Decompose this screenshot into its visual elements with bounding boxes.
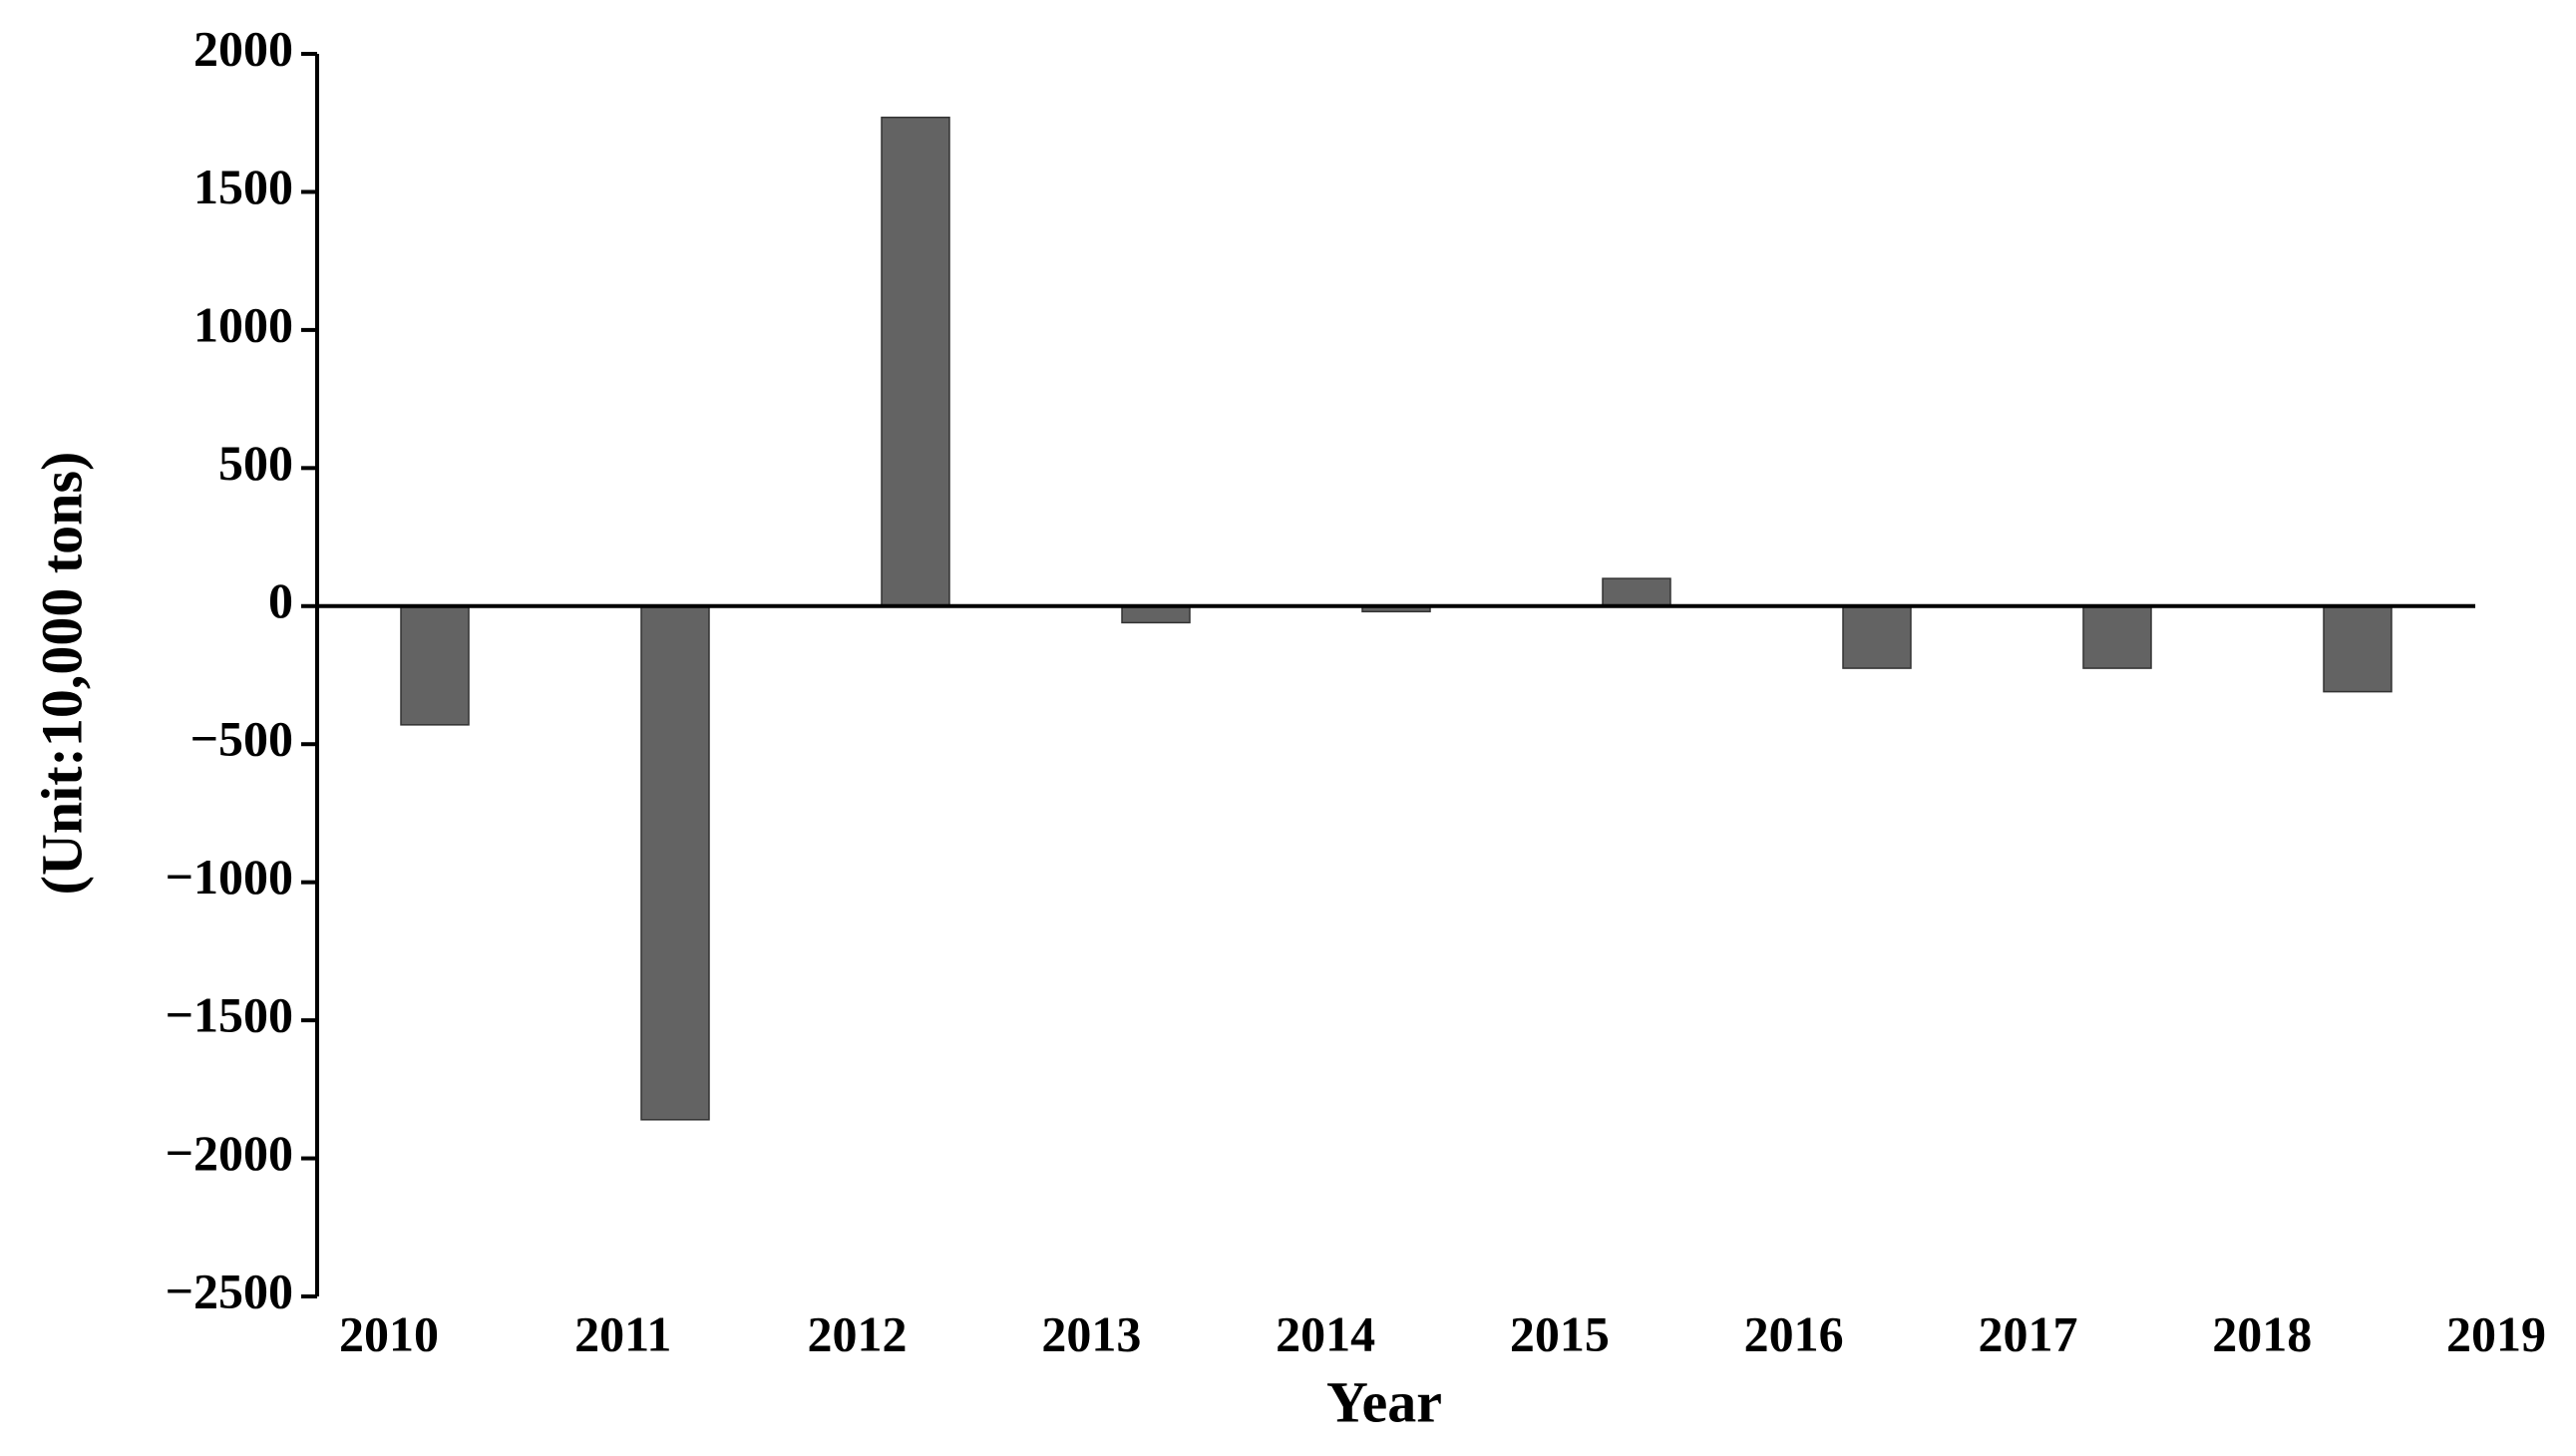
x-axis-title: Year — [1326, 1369, 1442, 1434]
x-tick-label: 2010 — [339, 1305, 439, 1361]
x-tick-label: 2018 — [2212, 1305, 2312, 1361]
y-tick-label: 500 — [218, 435, 293, 491]
y-tick-label: −2000 — [166, 1125, 294, 1181]
x-tick-label: 2012 — [808, 1305, 908, 1361]
y-tick-label: 0 — [268, 572, 293, 628]
bar — [1121, 605, 1191, 624]
bar — [2082, 605, 2152, 669]
bar — [2323, 605, 2392, 693]
bar — [1602, 577, 1671, 607]
y-tick-label: −500 — [190, 711, 294, 767]
y-tick-label: 1000 — [193, 296, 293, 352]
bar — [400, 605, 470, 726]
y-tick-label: 2000 — [193, 20, 293, 76]
y-tick-label: −2500 — [166, 1263, 294, 1318]
bar — [881, 116, 950, 607]
y-axis-title: (Unit:10,000 tons) — [29, 452, 94, 896]
x-tick-label: 2011 — [574, 1305, 671, 1361]
y-tick-label: 1500 — [193, 159, 293, 214]
x-tick-label: 2015 — [1510, 1305, 1610, 1361]
y-tick-label: −1000 — [166, 849, 294, 905]
x-tick-label: 2017 — [1978, 1305, 2077, 1361]
bar — [640, 605, 710, 1121]
x-tick-label: 2014 — [1276, 1305, 1375, 1361]
bar — [1842, 605, 1912, 669]
x-tick-label: 2013 — [1041, 1305, 1141, 1361]
x-tick-label: 2016 — [1744, 1305, 1844, 1361]
x-tick-label: 2019 — [2446, 1305, 2546, 1361]
y-tick-label: −1500 — [166, 987, 294, 1043]
